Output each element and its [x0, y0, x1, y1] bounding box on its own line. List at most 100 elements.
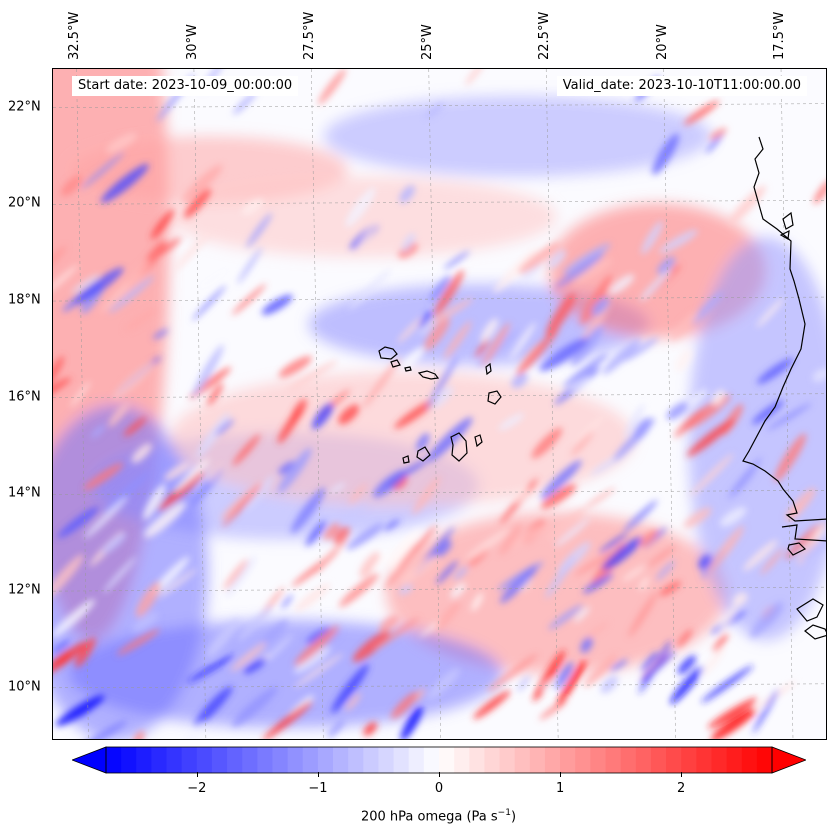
start-date-label: Start date: 2023-10-09_00:00:00 [72, 76, 299, 96]
colorbar-segment [408, 747, 425, 773]
meridian-gridline [663, 69, 676, 739]
omega-streak [710, 708, 757, 739]
colorbar-segment [544, 747, 561, 773]
colorbar-segment [756, 747, 773, 773]
omega-streak [124, 308, 158, 331]
omega-streak [556, 659, 587, 708]
omega-streak [53, 355, 65, 387]
omega-streak [397, 316, 423, 344]
omega-streak [53, 264, 79, 297]
lon-label: 20°W [654, 24, 670, 60]
omega-streak [471, 592, 484, 612]
colorbar-segment [272, 747, 289, 773]
omega-streak [657, 256, 676, 275]
colorbar-segment [363, 747, 379, 773]
omega-streak [674, 407, 706, 438]
omega-streak [290, 398, 307, 424]
omega-streak [207, 463, 223, 483]
omega-streak [514, 486, 529, 503]
colorbar-segment [454, 747, 470, 773]
omega-streak [539, 337, 589, 372]
colorbar-segment [181, 747, 198, 773]
omega-streak [402, 233, 416, 253]
omega-streak [84, 496, 128, 539]
omega-streak [385, 542, 419, 590]
omega-streak [752, 689, 779, 734]
omega-streak [705, 131, 725, 154]
omega-streak [498, 413, 525, 431]
colorbar-segment [317, 747, 334, 773]
omega-streak [623, 499, 658, 533]
omega-streak [135, 581, 161, 618]
omega-streak [698, 554, 712, 570]
omega-streak [531, 427, 563, 459]
omega-streak [516, 327, 560, 376]
omega-streak [639, 269, 672, 302]
lat-label: 22°N [8, 99, 41, 115]
omega-streak [432, 385, 454, 409]
omega-streak [639, 529, 658, 547]
omega-streak [400, 706, 423, 739]
omega-streak [797, 520, 826, 565]
omega-streak [383, 519, 400, 531]
omega-streak [262, 700, 313, 739]
omega-streak [83, 462, 124, 491]
omega-streak [391, 691, 418, 719]
omega-streak [493, 247, 539, 294]
colorbar-segment [650, 747, 667, 773]
omega-streak [311, 403, 334, 430]
omega-streak [80, 151, 125, 190]
omega-streak [686, 418, 735, 457]
omega-streak [750, 601, 783, 638]
omega-streak [372, 617, 420, 651]
colorbar-segment [711, 747, 728, 773]
omega-streak [641, 651, 659, 672]
omega-streak [670, 311, 698, 341]
omega-streak [800, 528, 826, 561]
omega-streak [348, 269, 391, 311]
omega-streak [709, 127, 727, 140]
omega-streak [385, 528, 422, 567]
colorbar [72, 746, 806, 774]
omega-streak [582, 573, 614, 594]
colorbar-segment [605, 747, 622, 773]
omega-streak [399, 185, 415, 203]
omega-streak [101, 532, 127, 554]
omega-streak [545, 293, 576, 338]
omega-streak [60, 175, 83, 197]
omega-streak [562, 243, 611, 275]
cape-verde-sao-vicente [390, 359, 401, 368]
omega-streak [443, 250, 470, 270]
omega-streak [242, 658, 267, 675]
omega-streak [305, 520, 326, 547]
omega-streak [55, 695, 105, 727]
omega-streak [327, 719, 345, 738]
omega-streak [419, 318, 435, 335]
colorbar-segment [514, 747, 531, 773]
omega-streak [548, 604, 584, 630]
omega-streak [215, 418, 235, 436]
omega-streak [570, 431, 594, 457]
omega-streak [346, 523, 384, 550]
omega-streak [676, 629, 693, 648]
colorbar-segment [348, 747, 364, 773]
omega-streak [499, 523, 523, 556]
colorbar-tick-mark [196, 772, 198, 777]
omega-streak [719, 506, 747, 527]
omega-streak [705, 525, 745, 576]
lon-label: 32.5°W [67, 11, 83, 60]
omega-streak [399, 557, 437, 585]
colorbar-segment [287, 747, 304, 773]
omega-streak [481, 322, 511, 367]
omega-streak [602, 338, 641, 375]
omega-streak [686, 389, 708, 408]
omega-streak [580, 637, 593, 653]
omega-streak [151, 209, 174, 240]
omega-streak [450, 583, 467, 599]
colorbar-segments [106, 747, 773, 773]
cape-verde-sal [485, 362, 492, 376]
omega-streak [314, 537, 348, 574]
colorbar-segment [196, 747, 213, 773]
colorbar-segment [696, 747, 712, 773]
omega-streak [132, 612, 159, 632]
